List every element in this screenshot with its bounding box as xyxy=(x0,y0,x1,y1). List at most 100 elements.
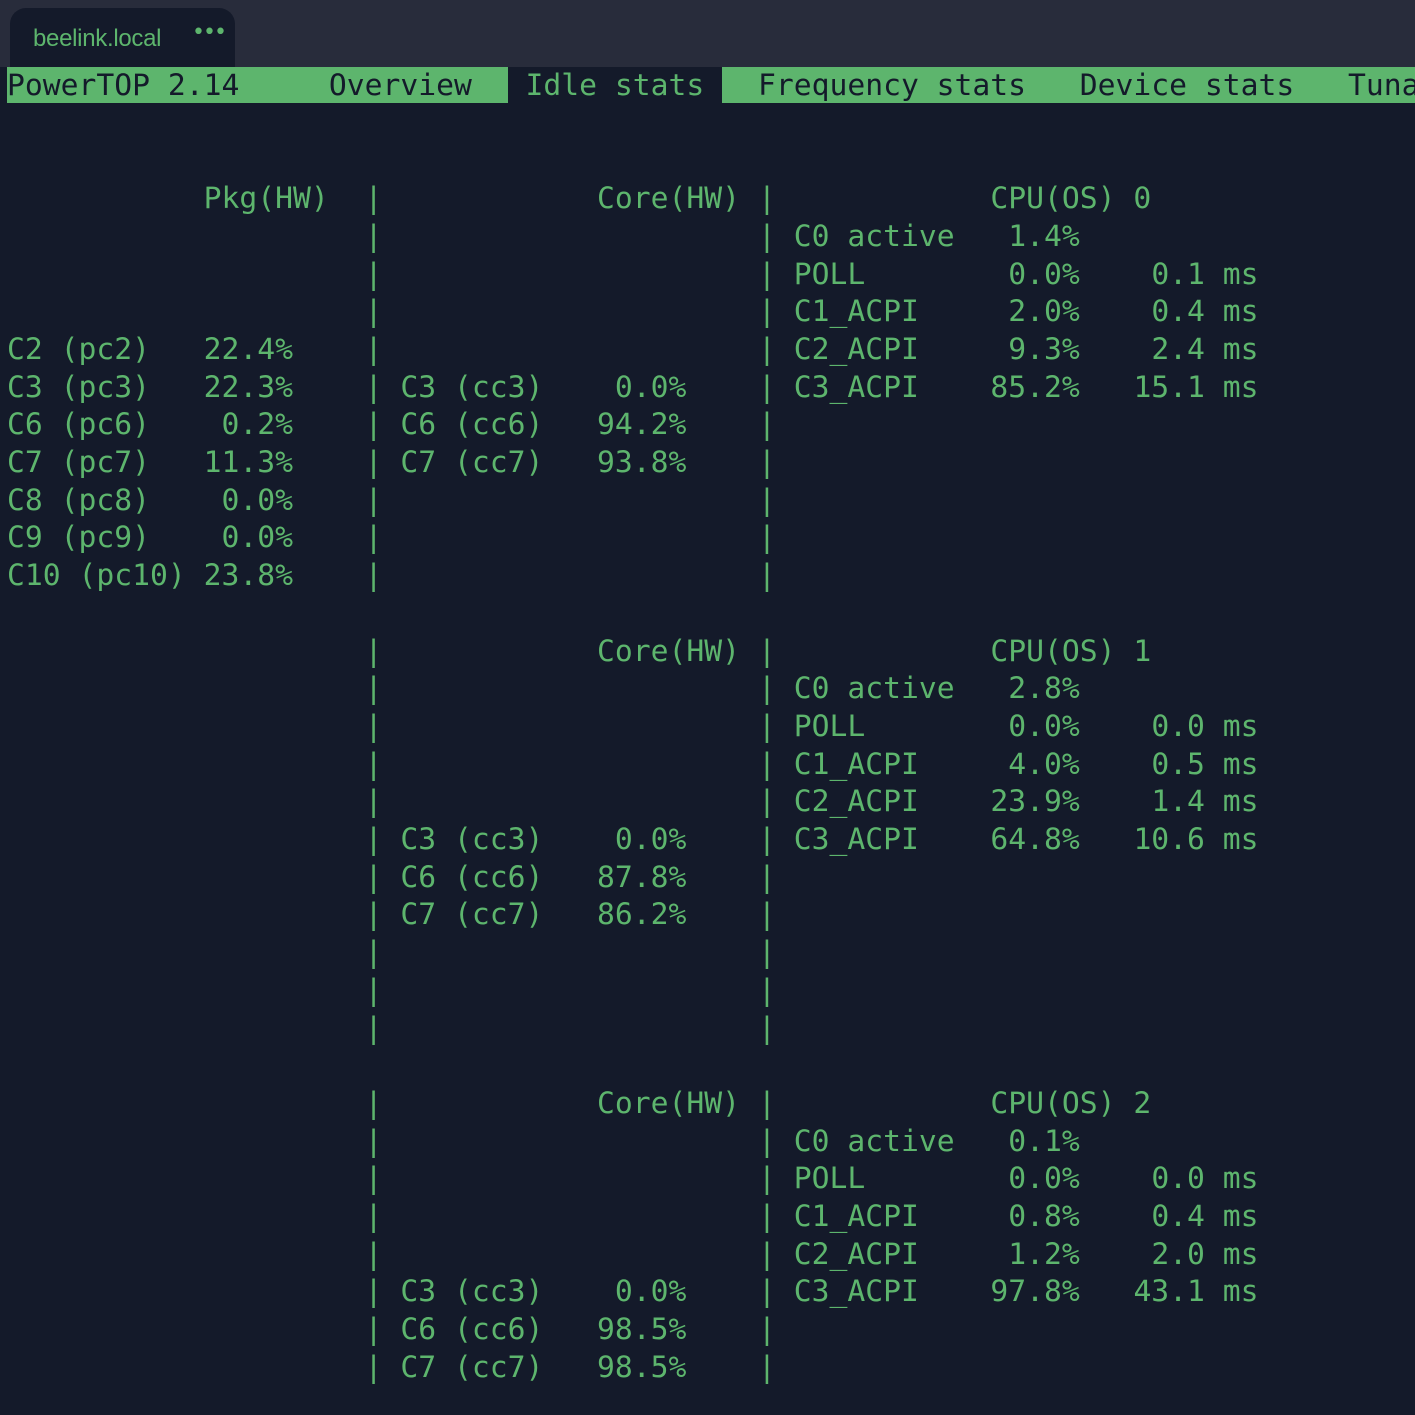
pkg-value: 0.0% xyxy=(221,520,294,556)
column-separator: | xyxy=(364,1274,383,1310)
column-separator: | xyxy=(364,935,383,971)
cpu-value: 0.0% xyxy=(1008,1161,1080,1197)
column-separator: | xyxy=(364,897,383,933)
column-separator: | xyxy=(757,859,776,895)
column-separator: | xyxy=(757,445,776,480)
pkg-value: 0.0% xyxy=(221,482,294,518)
pkg-value: 11.3% xyxy=(203,445,294,480)
core-header: Core(HW) xyxy=(597,181,741,217)
cpu-value: 2.8% xyxy=(1008,671,1080,707)
column-separator: | xyxy=(364,218,383,254)
cpu-header: CPU(OS) 1 xyxy=(990,633,1152,669)
cpu-value: 64.8% xyxy=(990,822,1080,857)
core-state: C6 (cc6) xyxy=(400,407,544,443)
cpu-time: 2.4 ms xyxy=(1151,331,1259,367)
core-state: C6 (cc6) xyxy=(400,859,544,895)
cpu-value: 97.8% xyxy=(990,1274,1080,1310)
column-separator: | xyxy=(364,445,383,480)
cpu-time: 10.6 ms xyxy=(1133,822,1259,857)
column-separator: | xyxy=(757,407,776,443)
cpu-value: 0.0% xyxy=(1008,256,1080,292)
column-separator: | xyxy=(364,746,383,782)
pkg-value: 22.3% xyxy=(203,369,294,405)
column-separator: | xyxy=(757,520,776,556)
core-value: 0.0% xyxy=(614,1274,687,1310)
column-separator: | xyxy=(364,482,383,518)
core-state: C3 (cc3) xyxy=(400,369,544,405)
column-separator: | xyxy=(364,1085,383,1121)
column-separator: | xyxy=(757,708,776,744)
tab-overview[interactable]: Overview xyxy=(328,68,472,103)
cpu-time: 15.1 ms xyxy=(1133,369,1259,405)
cpu-state: C0 active xyxy=(793,218,955,254)
core-header: Core(HW) xyxy=(597,633,741,669)
column-separator: | xyxy=(757,256,776,292)
pkg-state: C3 (pc3) xyxy=(7,369,150,405)
core-value: 0.0% xyxy=(614,369,687,405)
cpu-value: 0.8% xyxy=(1008,1199,1080,1234)
cpu-value: 1.2% xyxy=(1008,1236,1080,1272)
cpu-value: 85.2% xyxy=(990,369,1080,405)
cpu-value: 2.0% xyxy=(1008,294,1080,330)
pkg-header: Pkg(HW) xyxy=(203,181,329,217)
column-separator: | xyxy=(757,181,776,217)
cpu-state: POLL xyxy=(793,256,866,292)
cpu-time: 0.4 ms xyxy=(1151,1199,1259,1234)
column-separator: | xyxy=(364,520,383,556)
cpu-time: 2.0 ms xyxy=(1151,1236,1259,1272)
cpu-state: C2_ACPI xyxy=(793,331,919,367)
cpu-state: C1_ACPI xyxy=(793,1199,919,1234)
cpu-state: C2_ACPI xyxy=(793,1236,919,1272)
column-separator: | xyxy=(757,1085,776,1121)
column-separator: | xyxy=(757,1123,776,1159)
cpu-state: POLL xyxy=(793,1161,866,1197)
core-state: C7 (cc7) xyxy=(400,897,544,933)
column-separator: | xyxy=(757,822,776,857)
cpu-state: POLL xyxy=(793,708,866,744)
core-value: 94.2% xyxy=(597,407,687,443)
pkg-state: C6 (pc6) xyxy=(7,407,150,443)
tab-title: beelink.local xyxy=(33,25,162,52)
cpu-state: C3_ACPI xyxy=(793,822,919,857)
tab-tuna[interactable]: Tuna xyxy=(1348,68,1415,103)
core-state: C3 (cc3) xyxy=(400,1274,544,1310)
cpu-state: C1_ACPI xyxy=(793,294,919,330)
cpu-value: 4.0% xyxy=(1008,746,1080,782)
column-separator: | xyxy=(364,181,383,217)
core-value: 87.8% xyxy=(597,859,687,895)
column-separator: | xyxy=(364,633,383,669)
column-separator: | xyxy=(364,784,383,820)
pkg-state: C7 (pc7) xyxy=(7,445,150,480)
tab-frequency-stats[interactable]: Frequency stats xyxy=(757,68,1027,103)
core-header: Core(HW) xyxy=(597,1085,741,1121)
cpu-state: C2_ACPI xyxy=(793,784,919,820)
core-value: 86.2% xyxy=(597,897,687,933)
more-icon[interactable]: ••• xyxy=(192,20,227,45)
pkg-value: 23.8% xyxy=(203,558,294,594)
column-separator: | xyxy=(364,1161,383,1197)
column-separator: | xyxy=(757,1274,776,1310)
column-separator: | xyxy=(364,859,383,895)
cpu-value: 0.1% xyxy=(1008,1123,1080,1159)
tab-device-stats[interactable]: Device stats xyxy=(1079,68,1295,103)
cpu-time: 0.5 ms xyxy=(1151,746,1259,782)
column-separator: | xyxy=(364,1349,383,1385)
pkg-state: C9 (pc9) xyxy=(7,520,150,556)
column-separator: | xyxy=(364,708,383,744)
column-separator: | xyxy=(364,822,383,857)
column-separator: | xyxy=(364,1312,383,1348)
cpu-value: 23.9% xyxy=(990,784,1080,820)
column-separator: | xyxy=(757,897,776,933)
column-separator: | xyxy=(364,256,383,292)
column-separator: | xyxy=(757,633,776,669)
column-separator: | xyxy=(757,1349,776,1385)
cpu-time: 0.4 ms xyxy=(1151,294,1259,330)
terminal-tab[interactable]: beelink.local ••• xyxy=(10,8,235,70)
core-value: 93.8% xyxy=(597,445,687,480)
tab-idle-stats[interactable]: Idle stats xyxy=(507,67,723,105)
column-separator: | xyxy=(757,218,776,254)
terminal-tab-bar: beelink.local ••• xyxy=(0,0,1415,70)
core-state: C6 (cc6) xyxy=(400,1312,544,1348)
column-separator: | xyxy=(757,972,776,1008)
cpu-value: 9.3% xyxy=(1008,331,1080,367)
